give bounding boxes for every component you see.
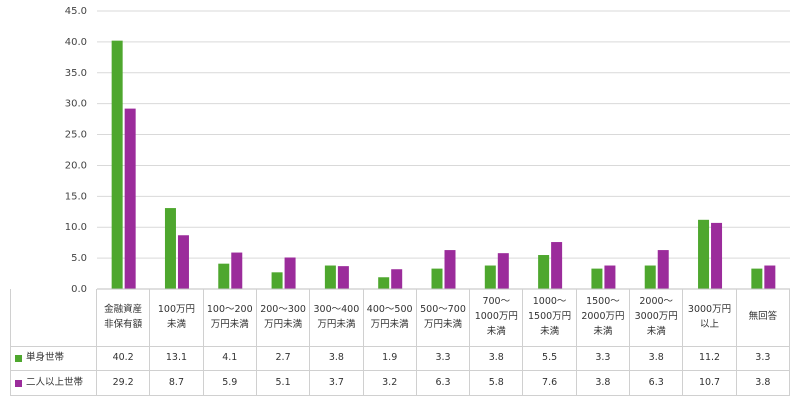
bar	[177, 235, 189, 289]
bar	[164, 208, 176, 289]
table-value: 3.8	[576, 371, 631, 396]
table-value: 3.8	[736, 371, 790, 396]
table-value: 8.7	[150, 371, 204, 396]
legend-swatch	[15, 379, 22, 387]
table-value: 7.6	[523, 371, 577, 396]
bar	[324, 265, 336, 289]
y-tick-label: 20.0	[65, 160, 87, 171]
table-value: 1.9	[363, 347, 417, 371]
table-value: 29.2	[97, 371, 151, 396]
legend-entry: 二人以上世帯	[10, 371, 97, 396]
category-label: 1500〜 2000万円 未満	[576, 289, 631, 347]
y-tick-label: 5.0	[71, 253, 87, 264]
table-value: 11.2	[683, 347, 737, 371]
bar	[111, 40, 123, 289]
bar	[657, 250, 669, 289]
category-label: 2000〜 3000万円 未満	[630, 289, 684, 347]
bar	[218, 263, 230, 289]
legend-label: 単身世帯	[26, 352, 65, 364]
table-value: 6.3	[630, 371, 684, 396]
table-value: 4.1	[203, 347, 257, 371]
legend-label: 二人以上世帯	[26, 376, 84, 388]
bar	[644, 265, 656, 289]
table-value: 3.2	[363, 371, 417, 396]
table-value: 3.8	[630, 347, 684, 371]
bar	[764, 265, 776, 289]
category-label: 3000万円 以上	[683, 289, 737, 347]
bar	[284, 257, 296, 289]
table-value: 3.3	[416, 347, 471, 371]
y-tick-label: 35.0	[65, 68, 87, 79]
bar	[337, 266, 349, 289]
y-tick-label: 25.0	[65, 130, 87, 141]
table-value: 5.5	[523, 347, 577, 371]
bar	[551, 242, 563, 289]
category-label: 金融資産 非保有額	[97, 289, 151, 347]
y-tick-label: 45.0	[65, 6, 87, 17]
bar	[431, 268, 443, 289]
bar	[591, 268, 603, 289]
bar	[271, 272, 283, 289]
y-tick-label: 10.0	[65, 222, 87, 233]
category-label: 100万円 未満	[150, 289, 204, 347]
table-corner	[10, 289, 97, 347]
bar	[124, 108, 136, 289]
bar	[751, 268, 763, 289]
y-tick-label: 15.0	[65, 191, 87, 202]
bar	[231, 252, 243, 289]
category-label: 100〜200 万円未満	[203, 289, 257, 347]
table-value: 40.2	[97, 347, 151, 371]
table-value: 3.8	[310, 347, 364, 371]
table-value: 3.8	[470, 347, 524, 371]
legend-swatch	[15, 355, 22, 362]
category-label: 500〜700 万円未満	[416, 289, 471, 347]
table-value: 5.9	[203, 371, 257, 396]
category-label: 400〜500 万円未満	[363, 289, 417, 347]
table-value: 3.7	[310, 371, 364, 396]
bar	[484, 265, 496, 289]
bar	[497, 253, 509, 289]
table-value: 5.8	[470, 371, 524, 396]
y-tick-label: 30.0	[65, 99, 87, 110]
table-value: 5.1	[256, 371, 311, 396]
category-label: 無回答	[736, 289, 790, 347]
bar	[378, 277, 390, 289]
legend-entry: 単身世帯	[10, 347, 97, 371]
table-value: 3.3	[576, 347, 631, 371]
bar	[711, 222, 723, 289]
y-tick-label: 0.0	[71, 284, 87, 295]
table-value: 6.3	[416, 371, 471, 396]
category-label: 700〜 1000万円 未満	[470, 289, 524, 347]
table-value: 2.7	[256, 347, 311, 371]
bar	[391, 269, 403, 289]
category-label: 1000〜 1500万円 未満	[523, 289, 577, 347]
category-label: 300〜400 万円未満	[310, 289, 364, 347]
table-value: 13.1	[150, 347, 204, 371]
bar	[604, 265, 616, 289]
bar	[538, 255, 550, 289]
category-label: 200〜300 万円未満	[256, 289, 311, 347]
bar	[444, 250, 456, 289]
y-tick-label: 40.0	[65, 37, 87, 48]
bar	[698, 219, 710, 289]
table-value: 3.3	[736, 347, 790, 371]
table-value: 10.7	[683, 371, 737, 396]
